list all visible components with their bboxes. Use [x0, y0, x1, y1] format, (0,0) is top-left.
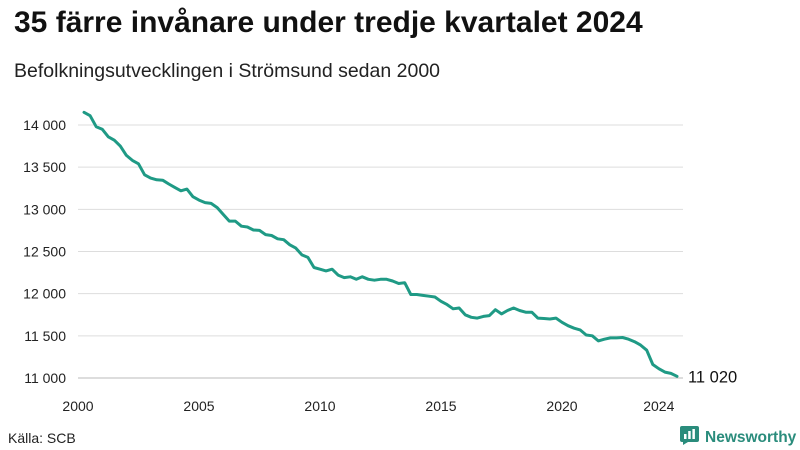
newsworthy-logo-icon [680, 426, 699, 450]
grid-lines [78, 124, 683, 379]
x-tick-label: 2020 [546, 398, 577, 414]
y-axis-ticks: 11 000 11 500 12 000 12 500 13 000 13 500 14 0… [23, 117, 66, 386]
y-tick-label: 14 000 [23, 117, 66, 133]
y-tick-label: 12 500 [23, 244, 66, 260]
y-tick-label: 13 000 [23, 201, 66, 217]
brand-name: Newsworthy [705, 429, 797, 446]
x-tick-label: 2005 [183, 398, 214, 414]
y-tick-label: 11 000 [24, 370, 66, 386]
x-tick-label: 2010 [304, 398, 335, 414]
y-tick-label: 13 500 [23, 159, 66, 175]
source-note: Källa: SCB [8, 430, 76, 446]
chart-subtitle: Befolkningsutvecklingen i Strömsund seda… [14, 60, 441, 82]
brand-logo[interactable]: Newsworthy [680, 426, 797, 450]
population-series-line [82, 110, 679, 378]
x-tick-label: 2000 [62, 398, 93, 414]
end-value-label: 11 020 [688, 368, 737, 386]
x-axis-ticks: 2000 2005 2010 2015 2020 2024 [62, 398, 674, 414]
x-tick-label: 2024 [643, 398, 674, 414]
chart-title: 35 färre invånare under tredje kvartalet… [14, 6, 643, 39]
y-tick-label: 11 500 [24, 328, 66, 344]
y-tick-label: 12 000 [23, 286, 66, 302]
x-tick-label: 2015 [425, 398, 456, 414]
series-layer [82, 110, 679, 378]
